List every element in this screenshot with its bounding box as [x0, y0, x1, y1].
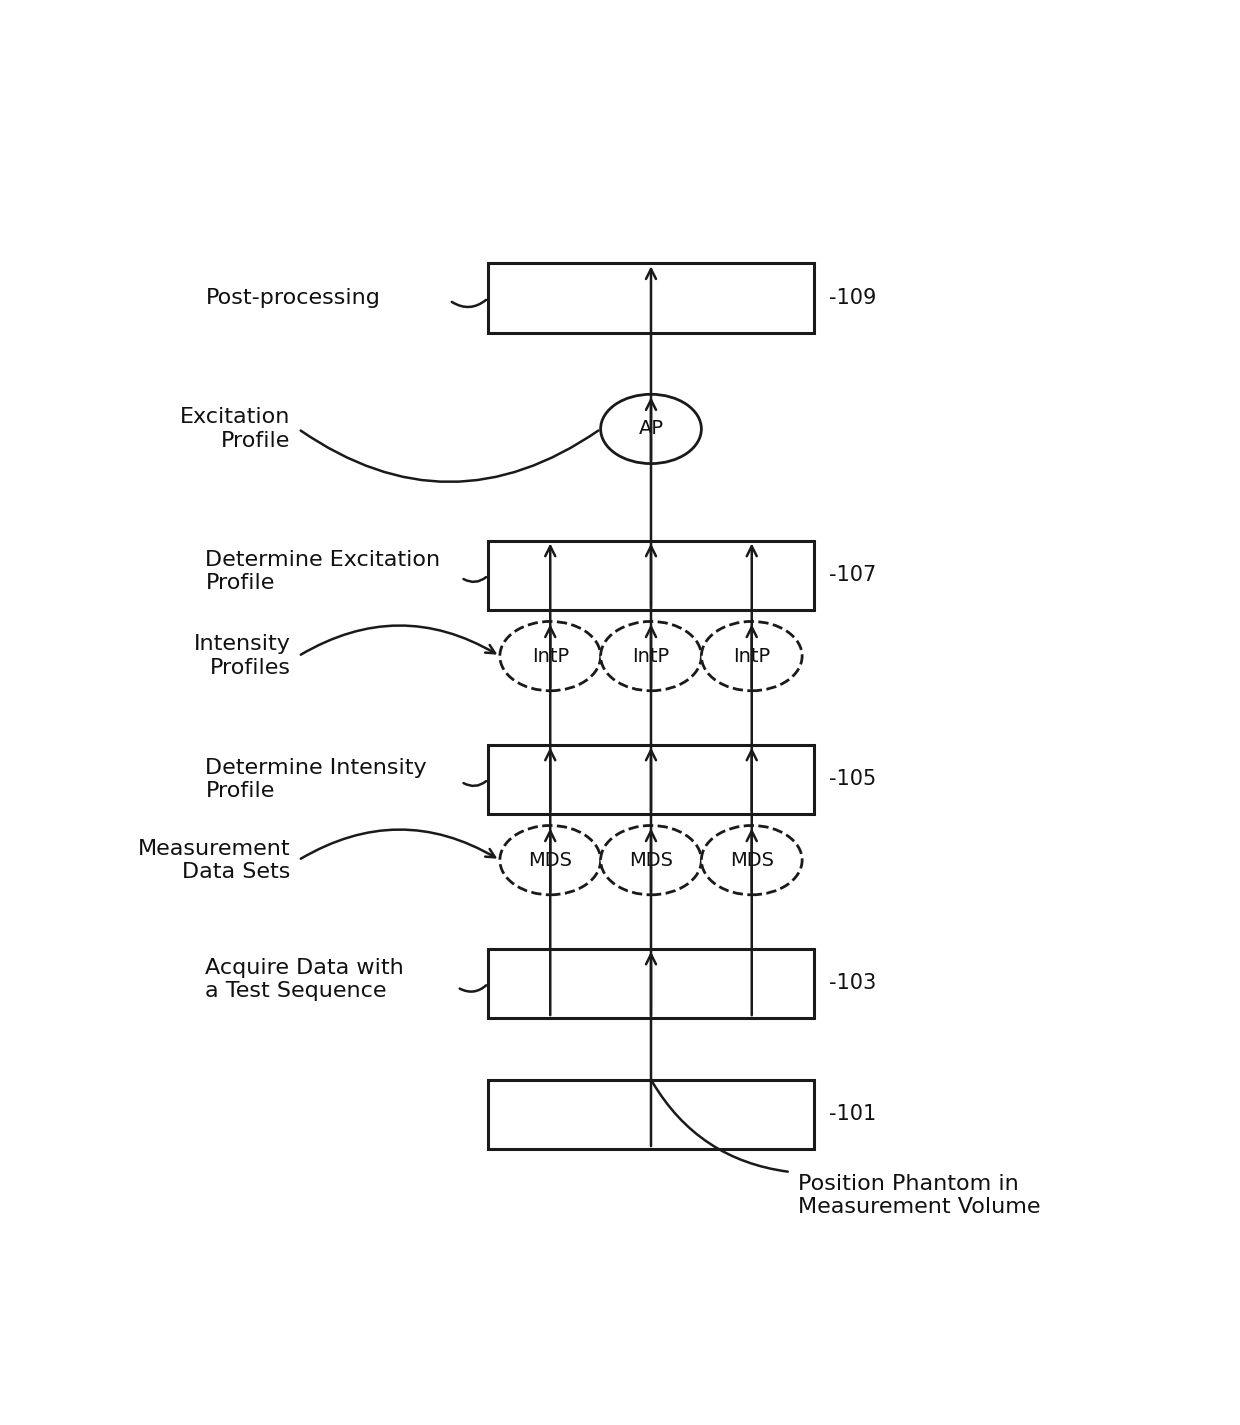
Ellipse shape	[702, 825, 802, 895]
Text: AP: AP	[639, 419, 663, 439]
Text: Determine Intensity
Profile: Determine Intensity Profile	[206, 758, 427, 801]
Text: -101: -101	[830, 1104, 877, 1124]
Text: IntP: IntP	[532, 647, 569, 665]
Text: Determine Excitation
Profile: Determine Excitation Profile	[206, 550, 440, 593]
Text: -107: -107	[830, 566, 877, 586]
Text: MDS: MDS	[528, 851, 572, 869]
Text: MDS: MDS	[629, 851, 673, 869]
Text: Post-processing: Post-processing	[206, 288, 381, 308]
Text: Measurement
Data Sets: Measurement Data Sets	[138, 838, 290, 882]
Text: -103: -103	[830, 973, 877, 993]
Text: MDS: MDS	[730, 851, 774, 869]
Bar	[489, 949, 813, 1017]
Bar	[489, 264, 813, 332]
Ellipse shape	[600, 395, 702, 463]
Bar	[489, 540, 813, 610]
Text: Excitation
Profile: Excitation Profile	[180, 408, 290, 450]
Text: -105: -105	[830, 770, 877, 789]
Text: Intensity
Profiles: Intensity Profiles	[193, 634, 290, 678]
Text: Acquire Data with
a Test Sequence: Acquire Data with a Test Sequence	[206, 958, 404, 1002]
Text: -109: -109	[830, 288, 877, 308]
Bar	[489, 745, 813, 814]
Ellipse shape	[600, 825, 702, 895]
Ellipse shape	[600, 621, 702, 691]
Bar	[489, 1080, 813, 1149]
Text: IntP: IntP	[632, 647, 670, 665]
Ellipse shape	[500, 621, 600, 691]
Text: IntP: IntP	[733, 647, 770, 665]
Text: Position Phantom in
Measurement Volume: Position Phantom in Measurement Volume	[799, 1174, 1040, 1217]
Ellipse shape	[500, 825, 600, 895]
Ellipse shape	[702, 621, 802, 691]
